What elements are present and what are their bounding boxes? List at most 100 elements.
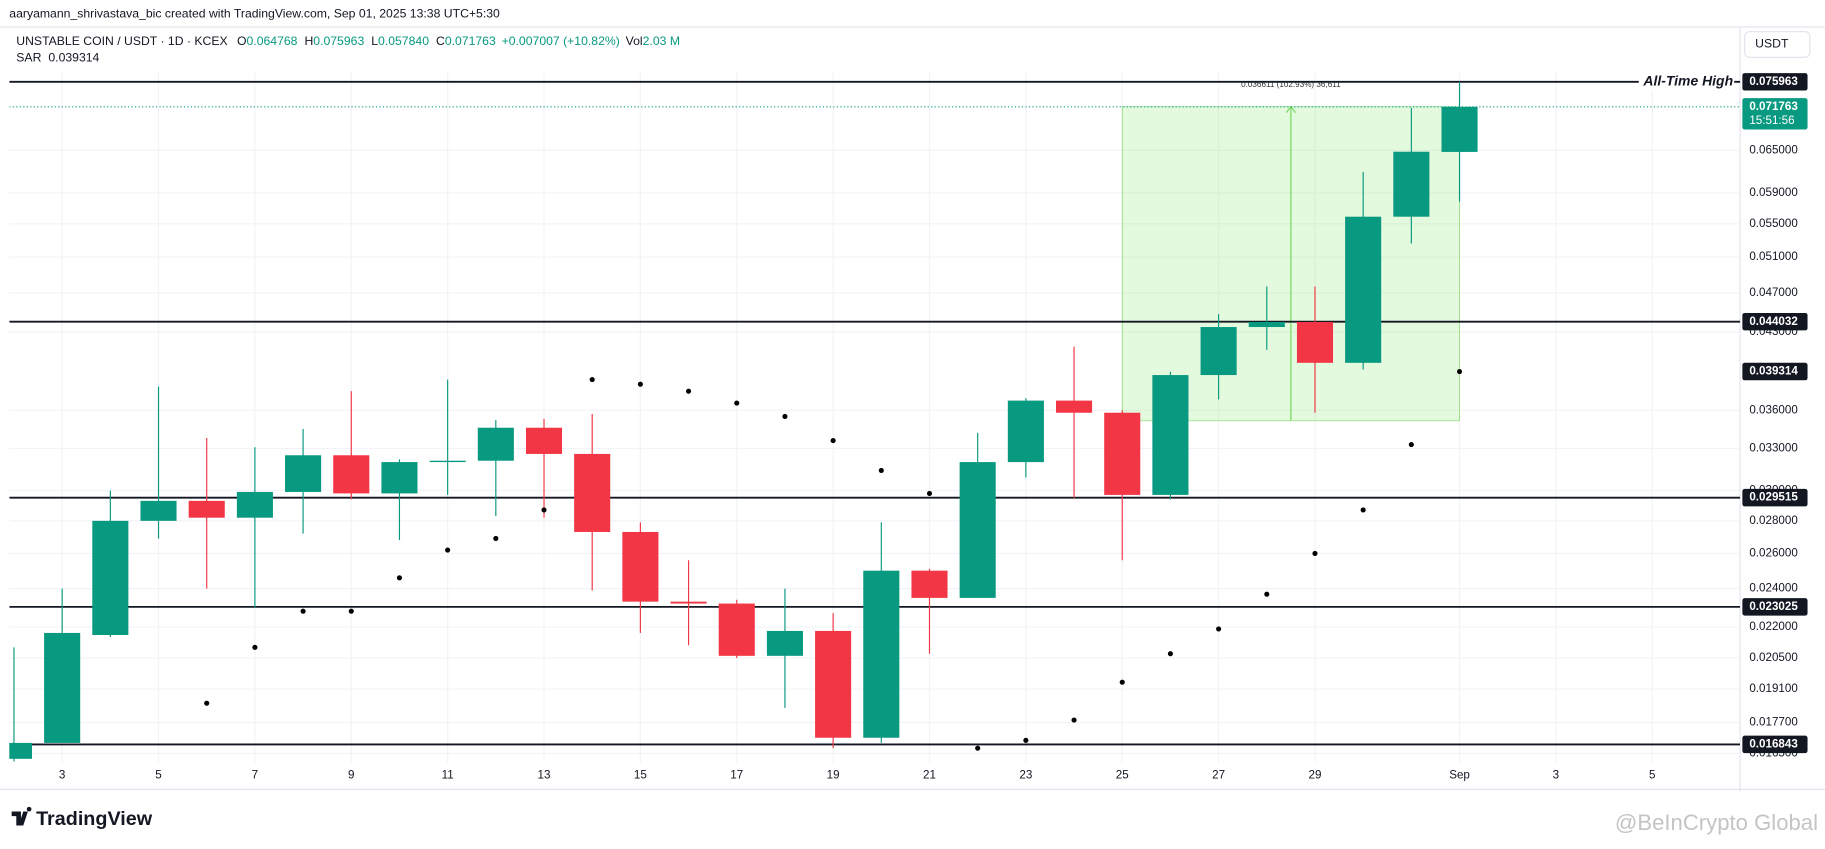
- candle-body: [236, 491, 273, 518]
- x-tick-label: 25: [1116, 768, 1129, 781]
- sar-dot: [1167, 651, 1173, 657]
- candle-body: [140, 500, 177, 521]
- candle-body: [815, 630, 852, 738]
- price-countdown: 15:51:56: [1749, 114, 1794, 127]
- y-tick-label: 0.024000: [1749, 582, 1798, 595]
- indicator-legend: SAR 0.039314: [16, 51, 99, 65]
- candle-body: [429, 460, 466, 463]
- ohlc-key: H: [304, 34, 313, 48]
- sar-dot: [1071, 717, 1077, 723]
- candle-body: [1056, 400, 1093, 413]
- sar-dot: [396, 575, 403, 581]
- sar-dot: [541, 507, 547, 513]
- ohlc-value: 0.075963: [313, 34, 364, 48]
- x-tick-label: 9: [348, 768, 354, 781]
- sar-dot: [252, 644, 258, 650]
- y-tick-label: 0.051000: [1749, 250, 1798, 263]
- vol-value: 2.03 M: [643, 34, 680, 48]
- change: +0.007007 (+10.82%): [502, 34, 620, 48]
- sar-dot: [734, 400, 740, 406]
- x-tick-label: 3: [59, 768, 65, 781]
- currency-button[interactable]: [1744, 31, 1811, 58]
- y-tick-label: 0.047000: [1749, 286, 1798, 299]
- candle-body: [1200, 327, 1237, 376]
- sar-label-bg: [1742, 362, 1808, 381]
- currency-label[interactable]: USDT: [1755, 37, 1789, 51]
- candle-body: [1248, 322, 1285, 328]
- sar-dot: [348, 608, 354, 614]
- candle-body: [1296, 322, 1334, 363]
- symbol-legend: UNSTABLE COIN / USDT · 1D · KCEX O0.06476…: [16, 34, 680, 48]
- candle-body: [92, 520, 129, 635]
- y-tick-label: 0.055000: [1749, 217, 1798, 230]
- sar-dot: [589, 377, 595, 383]
- y-tick-label: 0.020500: [1749, 651, 1798, 664]
- x-tick-label: 15: [634, 768, 647, 781]
- sar-dot: [926, 490, 933, 496]
- candle-body: [670, 601, 707, 604]
- level-label: 0.023025: [1749, 600, 1798, 613]
- x-tick-label: 11: [442, 768, 454, 781]
- candle-body: [333, 455, 370, 494]
- sar-dot: [1023, 737, 1029, 743]
- candle-body: [1152, 375, 1189, 495]
- sar-dot: [493, 535, 499, 542]
- level-label-bg: [1742, 312, 1808, 331]
- sar-dot: [300, 608, 306, 614]
- level-label-bg: [1742, 598, 1808, 616]
- candle-body: [766, 630, 803, 656]
- indicator-value: 0.039314: [48, 51, 99, 65]
- candle-body: [959, 462, 996, 598]
- price-label-bg: [1742, 98, 1808, 130]
- level-label: 0.029515: [1749, 491, 1798, 504]
- x-tick-label: 27: [1212, 768, 1225, 781]
- candle-body: [1007, 400, 1044, 463]
- y-tick-label: 0.033000: [1749, 442, 1798, 455]
- annotation-bg: [1638, 72, 1735, 90]
- ohlc-value: 0.071763: [445, 34, 496, 48]
- candle-body: [525, 427, 563, 454]
- x-tick-label: Sep: [1449, 768, 1470, 781]
- y-tick-label: 0.019100: [1749, 682, 1798, 695]
- sar-dot: [975, 745, 981, 751]
- watermark: @BeInCrypto Global: [1615, 810, 1818, 835]
- x-tick-label: 13: [538, 768, 551, 781]
- candle-body: [381, 462, 418, 494]
- candle-body: [1345, 216, 1382, 363]
- y-tick-label: 0.017700: [1749, 716, 1798, 729]
- candle-body: [1441, 106, 1478, 152]
- candle-body: [574, 453, 611, 532]
- x-tick-label: 21: [923, 768, 936, 781]
- ohlc-key: O: [237, 34, 247, 48]
- attribution: aaryamann_shrivastava_bic created with T…: [9, 6, 500, 20]
- sar-dot: [1456, 368, 1463, 375]
- measure-label: 0.036611 (102.93%) 36,611: [1241, 80, 1341, 89]
- sar-dot: [204, 700, 210, 706]
- level-label: 0.044032: [1749, 315, 1798, 328]
- level-annotation: All-Time High: [1642, 72, 1733, 88]
- candle-body: [863, 570, 900, 738]
- candle-body: [9, 742, 33, 759]
- sar-dot: [878, 467, 884, 473]
- ohlc-value: 0.057840: [378, 34, 429, 48]
- sar-dot: [1360, 507, 1366, 513]
- symbol: UNSTABLE COIN / USDT · 1D · KCEX: [16, 34, 227, 48]
- candle-body: [1393, 151, 1430, 217]
- sar-dot: [686, 388, 692, 394]
- y-tick-label: 0.036000: [1749, 403, 1798, 416]
- sar-dot: [637, 381, 643, 387]
- ohlc-value: 0.064768: [247, 34, 298, 48]
- vol-key: Vol: [626, 34, 643, 48]
- candle-body: [188, 500, 225, 518]
- x-tick-label: 23: [1019, 768, 1032, 781]
- x-tick-label: 7: [252, 768, 258, 781]
- level-label-bg: [1742, 488, 1808, 507]
- tradingview-logo: TradingView: [11, 806, 153, 830]
- sar-dot: [782, 413, 788, 419]
- x-tick-label: 29: [1309, 768, 1322, 781]
- candle-body: [285, 455, 322, 492]
- sar-dot: [1312, 550, 1318, 556]
- level-label: 0.016843: [1749, 737, 1798, 750]
- candle-body: [718, 603, 755, 656]
